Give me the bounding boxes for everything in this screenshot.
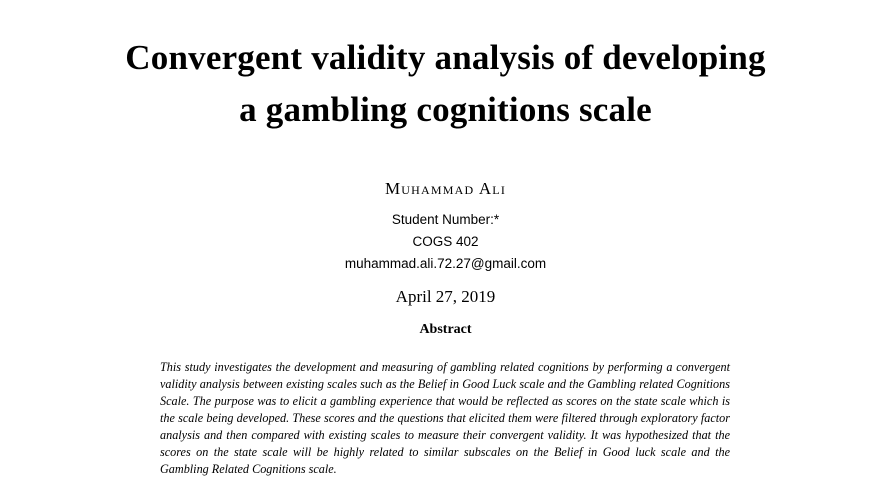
abstract-heading: Abstract xyxy=(419,322,472,337)
student-number: Student Number:* xyxy=(391,212,500,227)
paper-title: Convergent validity analysis of developi… xyxy=(125,38,766,129)
paper-date: April 27, 2019 xyxy=(395,287,496,306)
abstract-body: This study investigates the development … xyxy=(160,360,730,476)
course-code: COGS 402 xyxy=(412,234,479,249)
author-email: muhammad.ali.72.27@gmail.com xyxy=(344,256,547,271)
author-name: Muhammad Ali xyxy=(384,179,507,198)
